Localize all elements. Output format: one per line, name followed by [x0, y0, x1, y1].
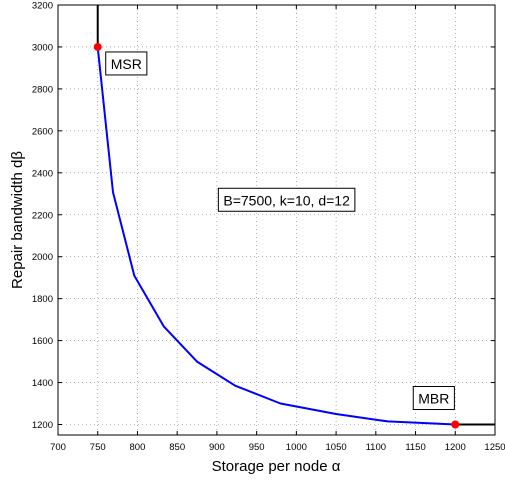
y-tick-label: 2400	[32, 168, 53, 179]
x-tick-label: 900	[209, 442, 225, 453]
annotation-frame	[412, 386, 455, 411]
annotations: MSR B=7500, k=10, d=12 MBR	[105, 51, 455, 411]
curve-extensions	[96, 5, 495, 426]
y-axis-label: Repair bandwidth dβ	[9, 151, 26, 289]
series-line	[96, 46, 456, 426]
x-tick-label: 1100	[366, 442, 386, 453]
x-tick-label: 1150	[405, 442, 425, 453]
y-tick-label: 1200	[32, 420, 53, 431]
y-tick-label: 2000	[32, 252, 53, 263]
annotation-box: MSR	[105, 51, 148, 76]
y-tick-label: 2200	[32, 210, 53, 221]
y-tick-label: 3200	[32, 1, 53, 12]
axis-ticks: 700 750 800 850 900 950 1000 1050 1100 1150 1200 12…	[32, 1, 505, 454]
x-axis-label: Storage per node α	[212, 458, 341, 475]
mbr-point	[451, 420, 460, 429]
grid	[58, 5, 495, 435]
x-tick-label: 1250	[484, 442, 505, 453]
x-tick-label: 800	[130, 442, 146, 453]
x-tick-label: 750	[90, 442, 106, 453]
annotation-frame	[217, 187, 356, 212]
annotation-text: MBR	[418, 391, 449, 407]
x-tick-label: 700	[50, 442, 66, 453]
annotation-text: MSR	[111, 56, 142, 72]
annotation-frame	[105, 51, 148, 76]
annotation-text: B=7500, k=10, d=12	[223, 192, 350, 208]
y-tick-label: 2600	[32, 126, 53, 137]
annotation-box: B=7500, k=10, d=12	[217, 187, 356, 212]
y-tick-label: 1800	[32, 294, 53, 305]
annotation-box: MBR	[412, 386, 455, 411]
series-lines	[96, 46, 456, 426]
plot-area	[57, 4, 496, 436]
msr-point	[93, 42, 102, 51]
x-tick-label: 850	[169, 442, 185, 453]
y-tick-label: 1600	[32, 336, 53, 347]
x-tick-label: 950	[249, 442, 265, 453]
y-tick-label: 3000	[32, 42, 53, 53]
x-tick-label: 1200	[445, 442, 466, 453]
x-tick-label: 1050	[326, 442, 347, 453]
x-tick-label: 1000	[286, 442, 307, 453]
y-tick-label: 1400	[32, 378, 53, 389]
highlight-points	[93, 42, 460, 429]
y-tick-label: 2800	[32, 84, 53, 95]
